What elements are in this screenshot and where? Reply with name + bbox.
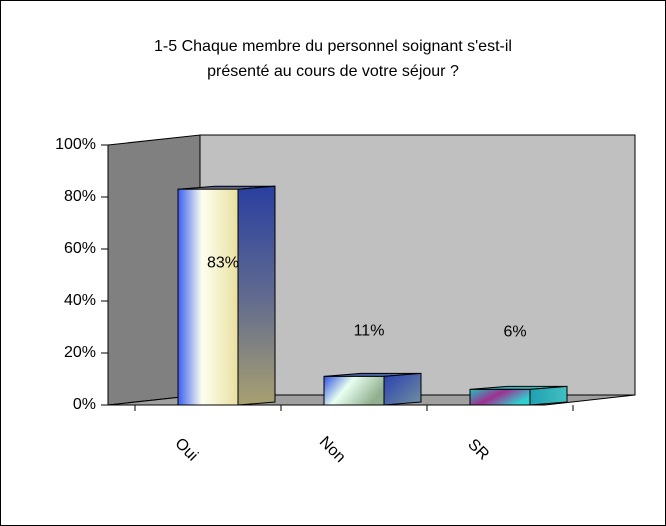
bar-side	[383, 372, 422, 406]
y-tick-label: 40%	[64, 292, 96, 309]
y-tick-label: 80%	[64, 188, 96, 205]
data-label: 6%	[503, 324, 526, 341]
y-tick-label: 100%	[55, 136, 96, 153]
bar	[469, 388, 531, 406]
y-tick-label: 60%	[64, 240, 96, 257]
bar	[177, 188, 239, 406]
y-tick-label: 0%	[73, 396, 96, 413]
chart-title: 1-5 Chaque membre du personnel soignant …	[154, 38, 512, 80]
bar	[323, 375, 385, 406]
bar-side	[237, 185, 276, 406]
bar-side	[529, 385, 568, 406]
data-label: 11%	[354, 323, 385, 340]
y-tick-label: 20%	[64, 344, 96, 361]
data-label: 83%	[207, 254, 239, 271]
